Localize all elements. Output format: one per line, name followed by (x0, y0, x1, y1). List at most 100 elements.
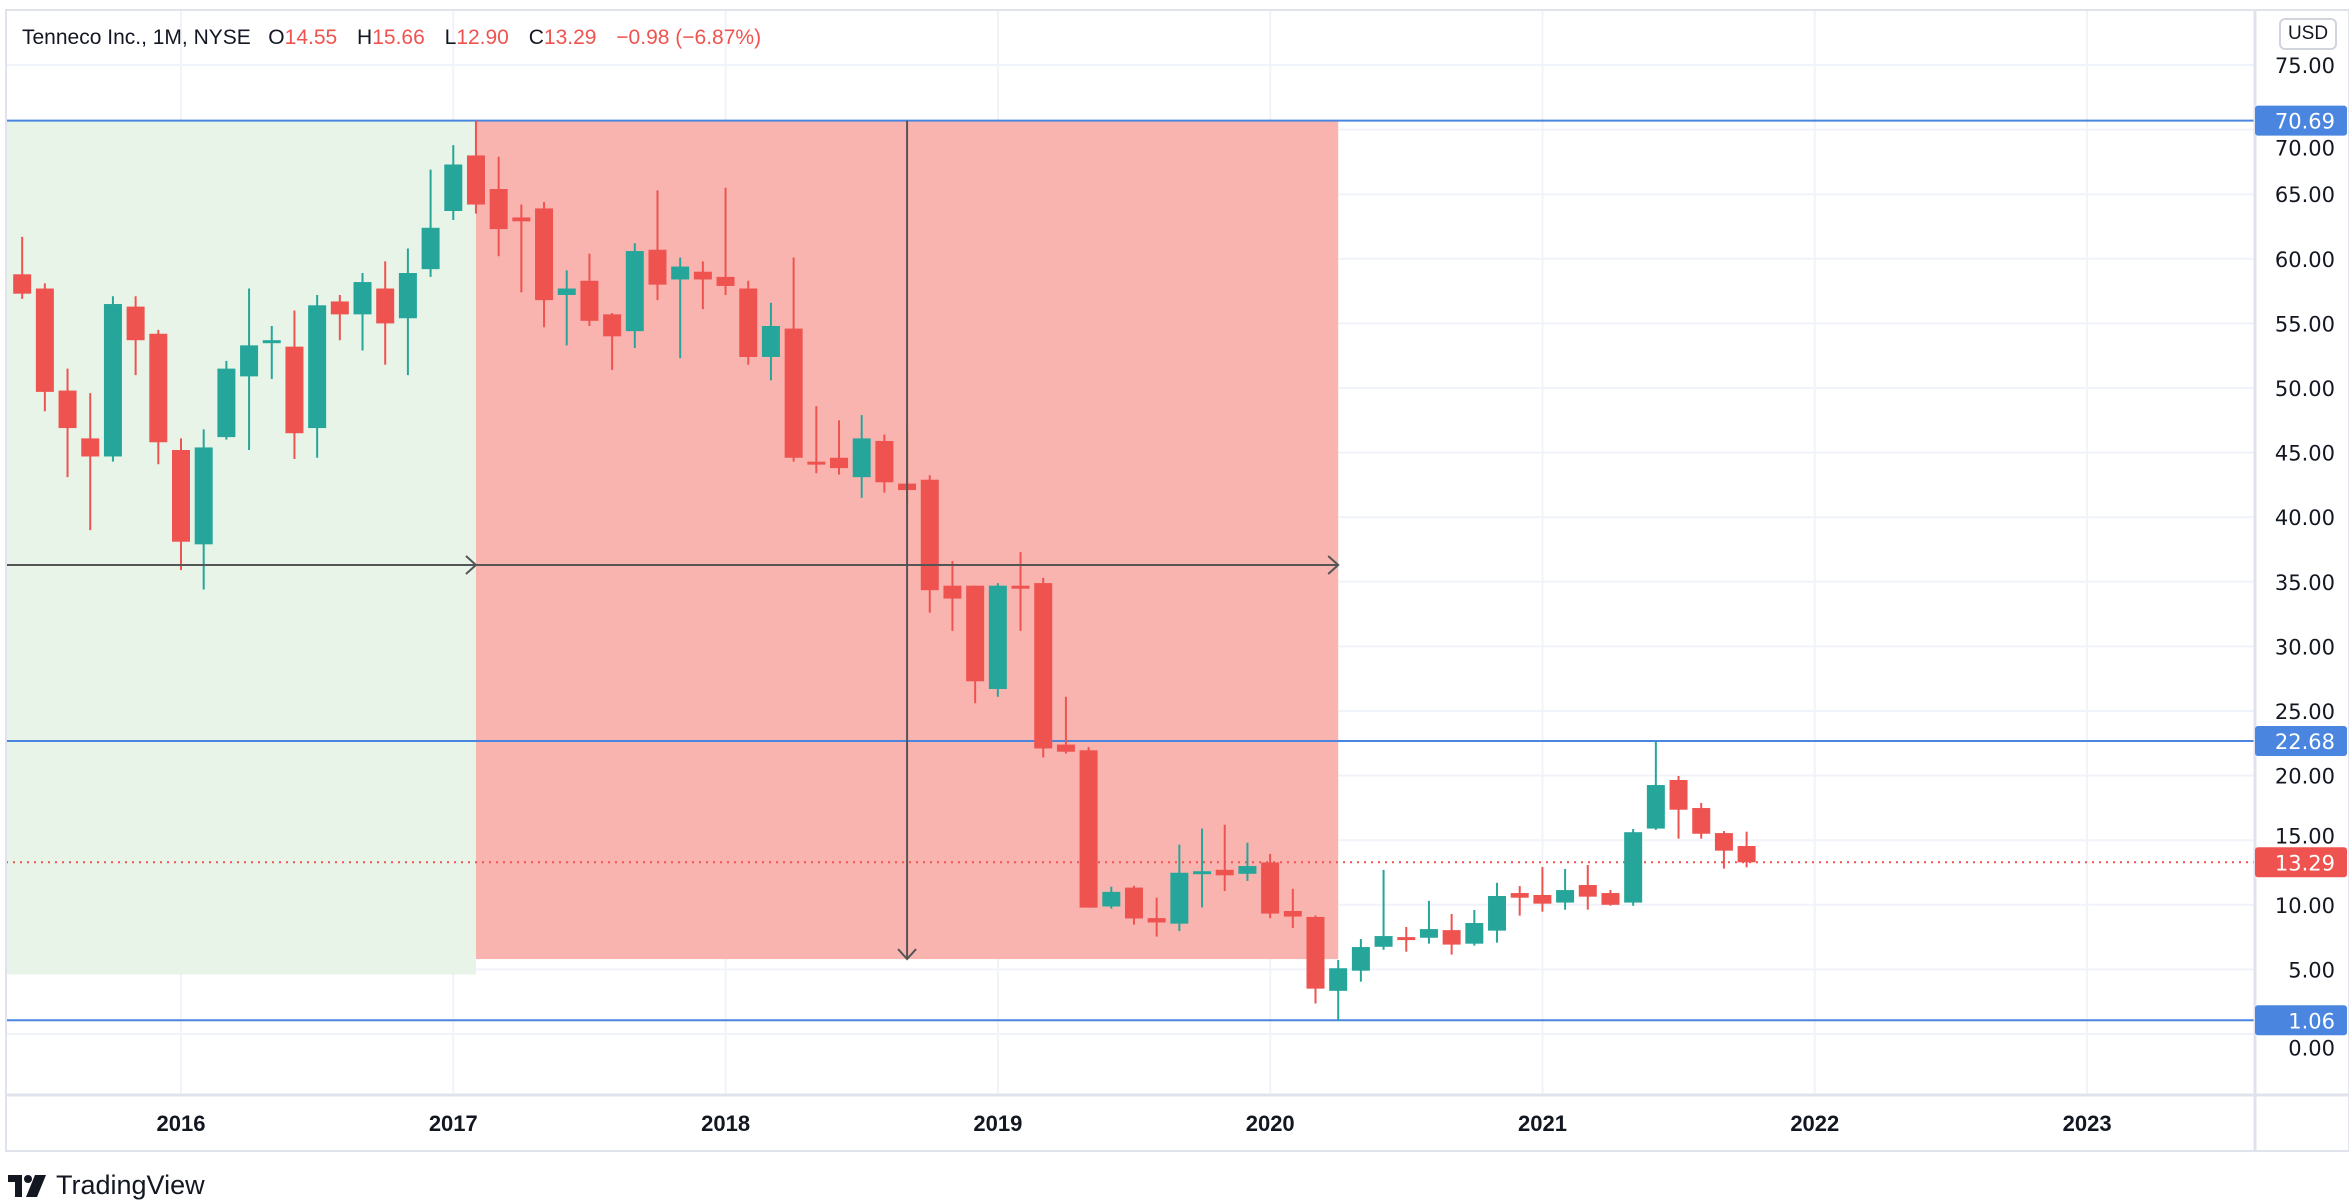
candle-body (693, 271, 712, 280)
axes: 0.00 5.00 10.00 15.00 20.00 25.00 30.00 35.00 40… (5, 9, 2349, 1152)
candles (13, 120, 1756, 1021)
candle-body (262, 340, 281, 344)
arrowhead-icon (897, 948, 917, 961)
time-axis-label: 2016 (157, 1111, 206, 1136)
candle-body (194, 447, 213, 545)
candle-body (1351, 947, 1370, 971)
candle-body (1419, 929, 1438, 938)
candle-body (217, 368, 236, 438)
candle-body (716, 276, 735, 286)
candle-body (58, 390, 77, 429)
price-axis-label: 65.00 (2275, 183, 2335, 207)
last-price-tag: 13.29 (2275, 851, 2335, 875)
low-value: 12.90 (456, 26, 509, 49)
candle-body (1510, 893, 1529, 898)
brand-name: TradingView (56, 1170, 205, 1200)
candle-body (1714, 833, 1733, 851)
candle-body (875, 440, 894, 483)
high-value: 15.66 (372, 26, 425, 49)
candle-body (1261, 862, 1280, 914)
price-axis-label: 70.00 (2275, 137, 2335, 161)
candle-body (1669, 779, 1688, 810)
range-drawings[interactable] (6, 120, 1339, 975)
time-axis-label: 2020 (1246, 1111, 1295, 1136)
level-price-tag: 70.69 (2275, 110, 2335, 134)
price-axis-label: 45.00 (2275, 442, 2335, 466)
candle-body (580, 280, 599, 321)
tradingview-logo[interactable]: TradingView (8, 1170, 205, 1201)
candle-body (1238, 866, 1257, 874)
long-range-zone[interactable] (6, 120, 476, 975)
candle-body (966, 585, 985, 682)
candle-body (1465, 923, 1484, 944)
price-axis-label: 10.00 (2275, 894, 2335, 918)
candle-body (1329, 968, 1348, 991)
candle-body (1170, 872, 1189, 924)
candle-body (557, 288, 576, 295)
candle-body (830, 457, 849, 469)
close-value: 13.29 (543, 26, 597, 49)
price-axis-label: 75.00 (2275, 54, 2335, 78)
candle-body (1147, 918, 1166, 923)
candle-body (398, 273, 417, 319)
arrow-drawings[interactable] (6, 120, 1340, 961)
candle-body (1056, 744, 1075, 752)
candle-body (1306, 916, 1325, 989)
change-value: −0.98 (−6.87%) (616, 26, 762, 49)
candle-body (1578, 885, 1597, 897)
low-label: L (444, 26, 457, 49)
candle-body (1488, 896, 1507, 931)
candle-body (1556, 890, 1575, 903)
arrowhead-icon (1327, 555, 1340, 575)
candle-body (421, 227, 440, 270)
candle-body (988, 585, 1007, 690)
price-axis-label: 20.00 (2275, 765, 2335, 789)
price-axis-label: 30.00 (2275, 635, 2335, 659)
candle-body (761, 325, 780, 357)
candle-body (1079, 750, 1098, 908)
candle-body (1034, 583, 1053, 749)
price-axis-label: 40.00 (2275, 506, 2335, 530)
last-price-tag-box (2255, 847, 2347, 878)
candle-body (535, 208, 554, 301)
candle-body (489, 189, 508, 230)
price-axis-label: 55.00 (2275, 312, 2335, 336)
time-axis-label: 2021 (1518, 1111, 1567, 1136)
chart-frame (5, 9, 2349, 1152)
candle-body (149, 333, 168, 443)
candle-body (13, 274, 32, 294)
tradingview-logo-icon (8, 1174, 46, 1197)
candle-body (1193, 871, 1212, 875)
currency-button[interactable]: USD (2279, 18, 2337, 50)
symbol-title[interactable]: Tenneco Inc., 1M, NYSE (22, 26, 251, 49)
candle-body (739, 288, 758, 357)
level-price-tag-box (2255, 1005, 2347, 1036)
candle-body (35, 288, 54, 392)
candle-body (603, 314, 622, 337)
candle-body (376, 288, 395, 324)
candle-body (466, 155, 485, 205)
time-axis-label: 2022 (1790, 1111, 1839, 1136)
level-price-tag-box (2255, 105, 2347, 136)
candle-body (353, 282, 372, 315)
price-axis-label: 50.00 (2275, 377, 2335, 401)
candle-body (1442, 930, 1461, 945)
price-axis-label: 15.00 (2275, 824, 2335, 848)
candle-body (671, 266, 690, 280)
candle-body (330, 301, 349, 315)
candle-body (1646, 785, 1665, 829)
candle-body (807, 461, 826, 465)
symbol-legend: Tenneco Inc., 1M, NYSE O14.55 H15.66 L12… (22, 26, 775, 50)
horizontal-levels[interactable] (6, 119, 2255, 1022)
level-price-tag: 1.06 (2288, 1009, 2335, 1033)
candle-body (1397, 937, 1416, 941)
price-axis-label: 35.00 (2275, 571, 2335, 595)
candle-body (1692, 808, 1711, 834)
open-value: 14.55 (284, 26, 338, 49)
price-axis-label: 0.00 (2288, 1036, 2335, 1060)
candle-body (1215, 869, 1234, 876)
candle-body (1601, 893, 1620, 905)
candle-body (1624, 832, 1643, 903)
time-axis-label: 2023 (2063, 1111, 2112, 1136)
